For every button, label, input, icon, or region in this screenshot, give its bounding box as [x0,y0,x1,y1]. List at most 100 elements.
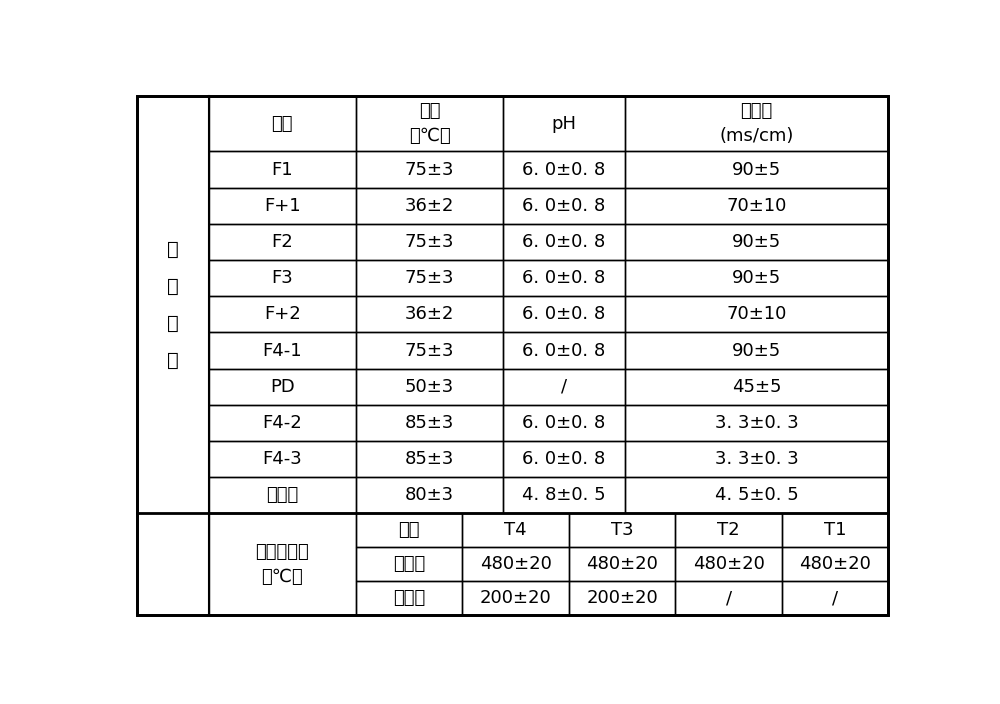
Text: 6. 0±0. 8: 6. 0±0. 8 [522,233,606,251]
Bar [503,151,625,188]
Text: 480±20: 480±20 [693,555,765,573]
Bar [209,260,356,296]
Bar [209,369,356,405]
Text: 480±20: 480±20 [586,555,658,573]
Text: 75±3: 75±3 [405,233,454,251]
Bar [209,188,356,224]
Bar [209,151,356,188]
Bar [503,405,625,441]
Text: 温度
（℃）: 温度 （℃） [409,102,450,145]
Text: F3: F3 [271,269,293,287]
Text: 200±20: 200±20 [586,589,658,607]
Text: F+2: F+2 [264,306,301,323]
Bar [209,332,356,369]
Bar [356,332,503,369]
Bar [209,477,356,513]
Text: T2: T2 [717,521,740,539]
Bar [209,405,356,441]
Bar [569,581,675,615]
Bar [625,405,888,441]
Bar [356,296,503,332]
Text: 工
艺
条
件: 工 艺 条 件 [167,239,179,370]
Text: 4. 5±0. 5: 4. 5±0. 5 [715,486,798,504]
Text: T3: T3 [611,521,633,539]
Text: 4. 8±0. 5: 4. 8±0. 5 [522,486,606,504]
Text: 36±2: 36±2 [405,196,454,215]
Text: 6. 0±0. 8: 6. 0±0. 8 [522,269,606,287]
Text: F1: F1 [272,161,293,179]
Bar [503,477,625,513]
Bar [209,96,356,151]
Bar [503,332,625,369]
Bar [569,547,675,581]
Text: 80±3: 80±3 [405,486,454,504]
Bar [356,405,503,441]
Text: pH: pH [552,115,577,133]
Bar [356,513,462,547]
Text: 后处理: 后处理 [266,486,298,504]
Bar [356,441,503,477]
Bar [625,96,888,151]
Text: T1: T1 [824,521,846,539]
Bar [782,513,888,547]
Text: F4-1: F4-1 [263,341,302,360]
Text: 85±3: 85±3 [405,450,454,468]
Text: 6. 0±0. 8: 6. 0±0. 8 [522,161,606,179]
Text: 90±5: 90±5 [732,233,781,251]
Text: 电导率
(ms/cm): 电导率 (ms/cm) [719,102,794,145]
Bar [209,441,356,477]
Bar [625,332,888,369]
Bar [462,581,569,615]
Bar [356,96,503,151]
Bar [625,151,888,188]
Text: PD: PD [270,378,295,396]
Bar [503,224,625,260]
Text: 干燥炉: 干燥炉 [393,589,425,607]
Bar [356,260,503,296]
Text: 6. 0±0. 8: 6. 0±0. 8 [522,414,606,432]
Text: 70±10: 70±10 [726,306,787,323]
Bar [356,477,503,513]
Bar [625,188,888,224]
Text: 480±20: 480±20 [799,555,871,573]
Text: 热处理温度
（℃）: 热处理温度 （℃） [255,543,309,586]
Text: F4-3: F4-3 [262,450,302,468]
Text: 75±3: 75±3 [405,161,454,179]
Text: 75±3: 75±3 [405,269,454,287]
Bar [209,224,356,260]
Bar [503,296,625,332]
Bar [209,513,356,615]
Bar [569,513,675,547]
Bar [356,188,503,224]
Bar [675,513,782,547]
Bar [503,260,625,296]
Text: 90±5: 90±5 [732,341,781,360]
Bar [503,96,625,151]
Bar [503,188,625,224]
Text: /: / [832,589,838,607]
Text: 85±3: 85±3 [405,414,454,432]
Bar [356,151,503,188]
Text: 焙烧炉: 焙烧炉 [393,555,425,573]
Text: 45±5: 45±5 [732,378,781,396]
Text: F4-2: F4-2 [262,414,302,432]
Bar [675,547,782,581]
Text: 480±20: 480±20 [480,555,552,573]
Bar [356,581,462,615]
Text: 3. 3±0. 3: 3. 3±0. 3 [715,450,798,468]
Bar [356,224,503,260]
Bar [462,513,569,547]
Bar [356,547,462,581]
Text: 50±3: 50±3 [405,378,454,396]
Text: 90±5: 90±5 [732,269,781,287]
Text: 75±3: 75±3 [405,341,454,360]
Bar [503,369,625,405]
Text: F2: F2 [271,233,293,251]
Bar [625,296,888,332]
Text: T4: T4 [504,521,527,539]
Bar [625,224,888,260]
Text: 3. 3±0. 3: 3. 3±0. 3 [715,414,798,432]
Bar [625,260,888,296]
Bar [625,477,888,513]
Text: 工序: 工序 [272,115,293,133]
